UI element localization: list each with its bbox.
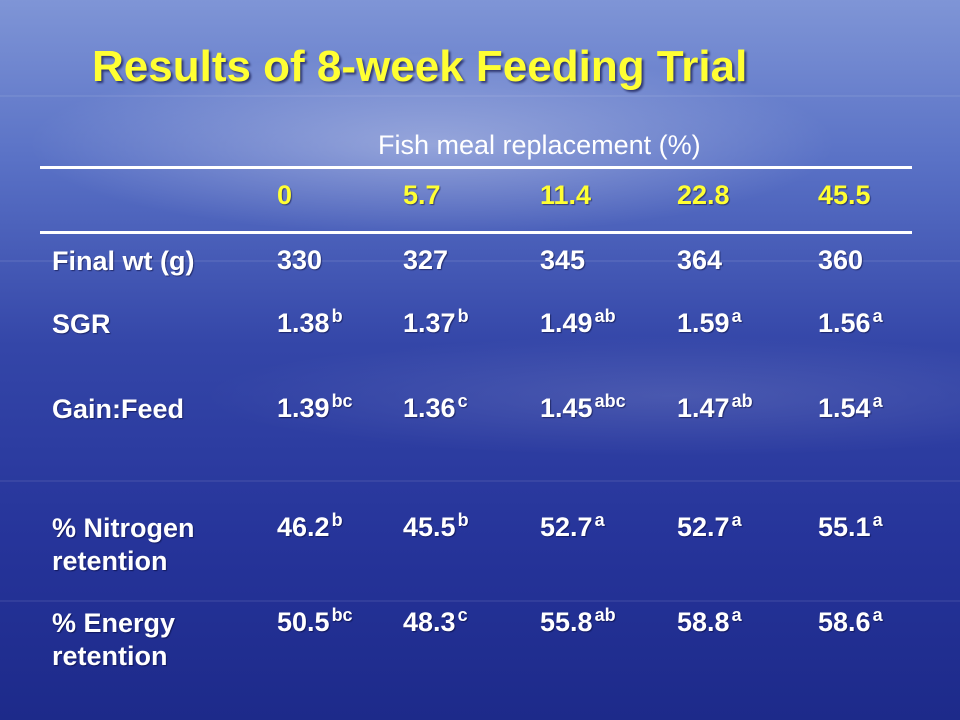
significance-letter: a [594,510,605,530]
row-label: Final wt (g) [52,246,195,276]
cell-value: 1.56 [818,308,871,338]
significance-letter: ab [594,306,616,326]
significance-letter: b [331,510,343,530]
table-cell: 52.7 a [540,510,605,543]
cell-value: 330 [277,245,323,275]
column-header: 45.5 [818,180,871,210]
table-cell: 58.6 a [818,605,883,638]
page-title: Results of 8-week Feeding Trial [92,42,748,91]
row-label: SGR [52,309,111,339]
cell-value: 1.36 [403,393,456,423]
cell-value: 360 [818,245,864,275]
table-cell: 360 [818,245,863,276]
cell-value: 52.7 [677,512,730,542]
significance-letter: ab [594,605,616,625]
table-cell: 45.5 b [403,510,469,543]
significance-letter: a [731,510,742,530]
significance-letter: a [731,306,742,326]
significance-letter: b [457,306,469,326]
cell-value: 364 [677,245,723,275]
table-caption: Fish meal replacement (%) [378,130,701,160]
table-cell: 46.2 b [277,510,343,543]
table-cell: 345 [540,245,585,276]
column-header: 5.7 [403,180,441,210]
cell-value: 345 [540,245,586,275]
table-cell: 1.54 a [818,391,883,424]
cell-value: 1.38 [277,308,330,338]
significance-letter: b [331,306,343,326]
significance-letter: a [872,605,883,625]
background-wave [0,95,960,97]
cell-value: 1.54 [818,393,871,423]
row-label: Gain:Feed [52,394,185,424]
cell-value: 58.8 [677,607,730,637]
table-cell: 55.8 ab [540,605,616,638]
cell-value: 45.5 [403,512,456,542]
table-cell: 330 [277,245,322,276]
significance-letter: ab [731,391,753,411]
cell-value: 1.49 [540,308,593,338]
table-cell: 58.8 a [677,605,742,638]
significance-letter: c [457,605,468,625]
significance-letter: a [872,306,883,326]
significance-letter: a [872,391,883,411]
cell-value: 55.8 [540,607,593,637]
table-cell: 1.49 ab [540,306,616,339]
significance-letter: a [731,605,742,625]
table-cell: 1.39 bc [277,391,353,424]
significance-letter: a [872,510,883,530]
table-top-rule [40,166,912,169]
cell-value: 1.45 [540,393,593,423]
table-cell: 55.1 a [818,510,883,543]
significance-letter: bc [331,605,353,625]
table-cell: 1.45 abc [540,391,626,424]
table-cell: 327 [403,245,448,276]
table-cell: 1.47 ab [677,391,753,424]
background-wave [0,260,960,262]
cell-value: 48.3 [403,607,456,637]
table-cell: 1.36 c [403,391,468,424]
table-cell: 364 [677,245,722,276]
significance-letter: bc [331,391,353,411]
table-cell: 1.56 a [818,306,883,339]
cell-value: 58.6 [818,607,871,637]
cell-value: 55.1 [818,512,871,542]
table-cell: 1.59 a [677,306,742,339]
background-wave [0,600,960,602]
table-cell: 52.7 a [677,510,742,543]
cell-value: 52.7 [540,512,593,542]
cell-value: 1.37 [403,308,456,338]
table-cell: 1.37 b [403,306,469,339]
significance-letter: b [457,510,469,530]
significance-letter: abc [594,391,626,411]
cell-value: 46.2 [277,512,330,542]
row-label: % Energy retention [52,608,176,671]
cell-value: 1.47 [677,393,730,423]
table-cell: 50.5 bc [277,605,353,638]
cell-value: 1.59 [677,308,730,338]
background-wave [0,480,960,482]
table-cell: 48.3 c [403,605,468,638]
column-header: 22.8 [677,180,730,210]
table-header-rule [40,231,912,234]
table-cell: 1.38 b [277,306,343,339]
cell-value: 327 [403,245,449,275]
cell-value: 1.39 [277,393,330,423]
column-header: 0 [277,180,293,210]
column-header: 11.4 [540,180,592,210]
row-label: % Nitrogen retention [52,513,195,576]
significance-letter: c [457,391,468,411]
cell-value: 50.5 [277,607,330,637]
